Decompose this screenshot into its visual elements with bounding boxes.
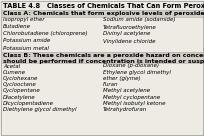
Text: Methyl isobutyl ketone: Methyl isobutyl ketone bbox=[103, 101, 165, 106]
Bar bbox=[1, 2, 203, 10]
Text: Sodium amide (sodamide): Sodium amide (sodamide) bbox=[103, 18, 175, 22]
Text: Tetrahydrofuran: Tetrahydrofuran bbox=[103, 107, 147, 112]
Text: Furan: Furan bbox=[103, 82, 119, 87]
Text: Chlorobutadiene (chloroprene): Chlorobutadiene (chloroprene) bbox=[3, 32, 88, 36]
Text: Cyclopentane: Cyclopentane bbox=[3, 88, 41, 93]
Text: Potassium amide: Potassium amide bbox=[3, 38, 50, 44]
Text: Potassium metal: Potassium metal bbox=[3, 46, 49, 50]
Text: Cyclooctane: Cyclooctane bbox=[3, 82, 37, 87]
Text: Methyl cyclopentane: Methyl cyclopentane bbox=[103, 95, 160, 100]
Bar bbox=[1, 10, 203, 16]
Bar bbox=[1, 52, 203, 63]
Text: Tetrafluoroethylene: Tetrafluoroethylene bbox=[103, 24, 157, 30]
Text: ether (glyme): ether (glyme) bbox=[103, 76, 141, 81]
Text: Cumene: Cumene bbox=[3, 70, 26, 75]
Text: Dicyclopentadiene: Dicyclopentadiene bbox=[3, 101, 54, 106]
Text: Isopropyl ether: Isopropyl ether bbox=[3, 18, 45, 22]
Text: Vinylidene chloride: Vinylidene chloride bbox=[103, 38, 155, 44]
Text: Divinyl acetylene: Divinyl acetylene bbox=[103, 32, 150, 36]
Text: Diacetylene: Diacetylene bbox=[3, 95, 36, 100]
Text: Class A: Chemicals that form explosive levels of peroxides without concentration: Class A: Chemicals that form explosive l… bbox=[3, 10, 204, 16]
Text: Cyclohexane: Cyclohexane bbox=[3, 76, 38, 81]
Text: Butadiene: Butadiene bbox=[3, 24, 31, 30]
Text: Acetal: Acetal bbox=[3, 64, 20, 69]
Text: Class B: These chemicals are a peroxide hazard on concentration (distillation/ev: Class B: These chemicals are a peroxide … bbox=[3, 52, 204, 58]
Text: Methyl acetylene: Methyl acetylene bbox=[103, 88, 150, 93]
Text: Diethylene glycol dimethyl: Diethylene glycol dimethyl bbox=[3, 107, 76, 112]
Text: Ethylene glycol dimethyl: Ethylene glycol dimethyl bbox=[103, 70, 171, 75]
Text: should be performed if concentration is intended or suspected.   ¹(See Chapter 6: should be performed if concentration is … bbox=[3, 58, 204, 64]
Text: Dioxane (p-dioxane): Dioxane (p-dioxane) bbox=[103, 64, 159, 69]
Text: TABLE 4.8   Classes of Chemicals That Can Form Peroxides: TABLE 4.8 Classes of Chemicals That Can … bbox=[3, 4, 204, 10]
